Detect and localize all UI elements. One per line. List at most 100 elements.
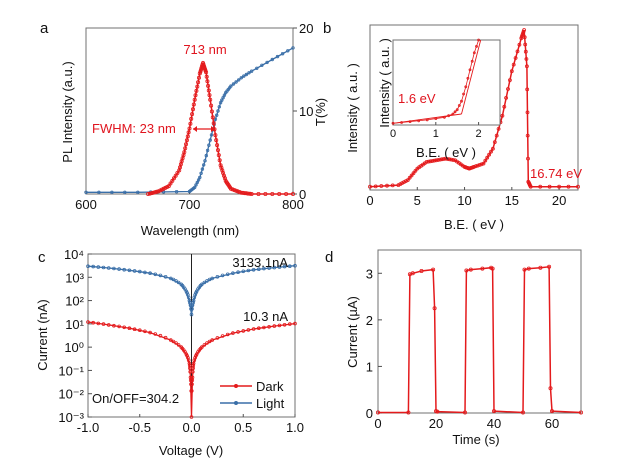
iv-light-point: [251, 267, 256, 272]
iv-light-point: [205, 279, 209, 283]
iv-light-point: [191, 300, 195, 305]
iv-light-point: [122, 267, 126, 272]
series-d: [375, 264, 584, 415]
pl-point: [185, 134, 190, 139]
ups-point: [492, 140, 497, 145]
iv-dark-point: [190, 375, 195, 380]
transmittance-point: [97, 190, 101, 194]
ups-point: [522, 35, 527, 40]
pl-point: [196, 75, 201, 80]
ratio-annotation: On/OFF=304.2: [92, 391, 179, 406]
transmittance-point: [216, 109, 220, 113]
ups-point: [502, 104, 507, 109]
pl-point: [208, 97, 213, 102]
inset-frame: [392, 39, 501, 126]
ups-point: [538, 184, 543, 189]
y-c-tick-label: 10⁻³: [58, 410, 84, 425]
x-ticks-d: 0 20 40 60: [374, 410, 559, 431]
legend-item-dark: Dark: [220, 379, 284, 394]
iv-dark-point: [200, 345, 204, 349]
pl-point: [190, 112, 195, 117]
pl-point: [154, 189, 159, 194]
transmittance-point: [136, 190, 140, 194]
ups-point: [528, 184, 533, 189]
ups-point: [522, 28, 526, 32]
inset-ups-point: [477, 38, 481, 42]
ups-point: [547, 184, 552, 189]
transmittance-point: [236, 78, 241, 82]
transmittance-point: [203, 159, 207, 163]
iv-dark-point: [163, 335, 168, 340]
pl-point: [210, 115, 215, 120]
iv-light-point: [293, 263, 297, 268]
ups-point: [525, 110, 530, 115]
iv-light-point: [188, 303, 193, 308]
ups-point: [525, 87, 530, 92]
iv-dark-point: [101, 322, 106, 326]
pl-point: [211, 121, 216, 126]
iv-dark-point: [171, 339, 176, 344]
iv-light-point: [272, 265, 277, 270]
x-c-tick-label: 0.0: [182, 420, 200, 435]
ups-point: [368, 184, 372, 189]
iv-dark-point: [185, 353, 189, 358]
y-right-a-tick-label: 0: [299, 187, 306, 202]
pl-point: [204, 70, 209, 75]
x-ticks-a: 600 700 800: [75, 191, 304, 212]
ups-point: [576, 184, 580, 189]
iv-dark-point: [251, 327, 256, 331]
transmittance-point: [207, 143, 211, 147]
x-b-tick-label: 20: [552, 193, 566, 208]
peak-annotation: 713 nm: [183, 42, 226, 57]
pl-point: [194, 88, 199, 93]
pl-point: [192, 97, 197, 102]
photocurrent-point: [435, 409, 440, 414]
iv-dark-point: [188, 378, 193, 383]
iv-dark-line: [87, 321, 296, 418]
ups-point: [525, 64, 529, 69]
legend-item-light: Light: [220, 396, 285, 411]
pl-point: [175, 170, 180, 175]
inset-b: 0 1 2 B.E. ( eV ) Intensity ( a.u. ) 1.6 e…: [377, 38, 501, 160]
x-d-tick-label: 40: [487, 416, 501, 431]
series-c: [86, 263, 297, 419]
transmittance-point: [249, 69, 254, 73]
iv-light-point: [202, 280, 207, 285]
x-c-tick-label: 0.5: [234, 420, 252, 435]
photocurrent-line: [378, 265, 582, 414]
iv-light-point: [101, 265, 106, 270]
iv-dark-point: [191, 369, 195, 374]
ups-point: [489, 149, 493, 154]
transmittance-point: [239, 76, 243, 80]
transmittance-point: [260, 63, 264, 67]
iv-light-point: [171, 277, 176, 282]
ups-point: [411, 171, 416, 176]
x-ticks-b: 0 5 10 15 20: [366, 187, 566, 208]
iv-dark-point: [158, 333, 163, 338]
transmittance-point: [204, 153, 208, 158]
photocurrent-point: [579, 410, 584, 415]
ups-point: [557, 184, 561, 189]
iv-dark-point: [220, 334, 225, 338]
fwhm-annotation: FWHM: 23 nm: [92, 121, 176, 136]
ups-point: [487, 152, 492, 157]
iv-dark-point: [106, 323, 111, 327]
transmittance-point: [209, 133, 214, 137]
ups-point: [509, 69, 514, 74]
ups-point: [481, 161, 486, 166]
ups-point: [405, 178, 410, 183]
ups-point: [449, 157, 454, 162]
ups-point: [426, 159, 431, 164]
iv-light-point: [236, 270, 240, 275]
pl-point: [230, 187, 235, 192]
panel-label-d: d: [325, 249, 333, 266]
x-axis-label-a: Wavelength (nm): [141, 223, 240, 238]
photocurrent-point: [526, 266, 531, 271]
y-ticks-c: 10⁻³ 10⁻² 10⁻¹ 10⁰ 10¹ 10² 10³ 10⁴: [58, 247, 92, 425]
iv-dark-point: [282, 322, 287, 327]
pl-point: [237, 189, 242, 194]
transmittance-point: [265, 60, 269, 65]
series-b: [368, 28, 580, 189]
photocurrent-point: [550, 409, 555, 414]
series-a: [84, 46, 295, 196]
